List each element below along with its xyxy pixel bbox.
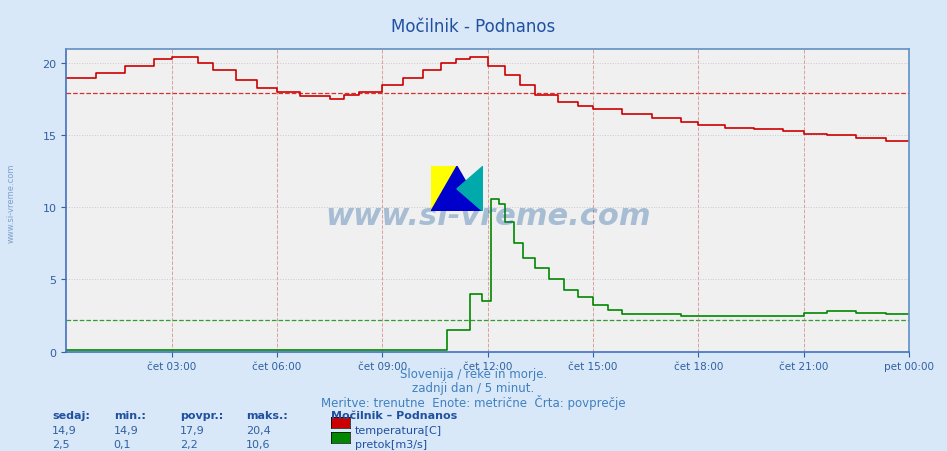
Text: zadnji dan / 5 minut.: zadnji dan / 5 minut.: [412, 381, 535, 394]
Polygon shape: [431, 167, 483, 212]
Text: Meritve: trenutne  Enote: metrične  Črta: povprečje: Meritve: trenutne Enote: metrične Črta: …: [321, 395, 626, 410]
Text: maks.:: maks.:: [246, 410, 288, 420]
Polygon shape: [457, 167, 483, 212]
Text: Močilnik - Podnanos: Močilnik - Podnanos: [391, 18, 556, 36]
Text: 14,9: 14,9: [52, 425, 77, 435]
Text: www.si-vreme.com: www.si-vreme.com: [325, 201, 651, 230]
Text: 10,6: 10,6: [246, 439, 271, 449]
Text: povpr.:: povpr.:: [180, 410, 223, 420]
Text: 14,9: 14,9: [114, 425, 138, 435]
Polygon shape: [431, 167, 457, 212]
Text: 2,2: 2,2: [180, 439, 198, 449]
Text: 2,5: 2,5: [52, 439, 70, 449]
Text: temperatura[C]: temperatura[C]: [355, 425, 442, 435]
Text: 0,1: 0,1: [114, 439, 131, 449]
Text: Slovenija / reke in morje.: Slovenija / reke in morje.: [400, 368, 547, 381]
Text: www.si-vreme.com: www.si-vreme.com: [7, 163, 16, 243]
Text: Močilnik – Podnanos: Močilnik – Podnanos: [331, 410, 457, 420]
Text: 17,9: 17,9: [180, 425, 205, 435]
Text: min.:: min.:: [114, 410, 146, 420]
Text: sedaj:: sedaj:: [52, 410, 90, 420]
Text: 20,4: 20,4: [246, 425, 271, 435]
Text: pretok[m3/s]: pretok[m3/s]: [355, 439, 427, 449]
